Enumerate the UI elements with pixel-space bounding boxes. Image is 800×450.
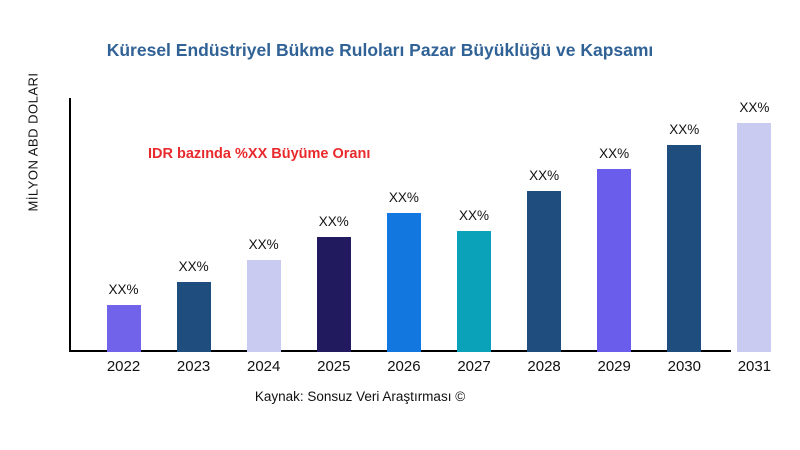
bar-2031 — [737, 123, 772, 352]
bar-value-label: XX% — [318, 214, 349, 229]
bar-2026 — [386, 213, 421, 352]
x-tick-label: 2025 — [317, 358, 351, 375]
x-tick-label: 2031 — [737, 358, 772, 375]
bar-2030 — [667, 145, 702, 352]
bar-value-label: XX% — [739, 100, 770, 115]
x-tick-label: 2023 — [176, 358, 211, 375]
plot-area: XX% 2022 XX% 2023 XX% 2024 XX% 2025 XX% 2026 XX% 20… — [70, 98, 785, 375]
bar-value-label: XX% — [178, 259, 209, 274]
growth-rate-annotation: IDR bazında %XX Büyüme Oranı — [148, 146, 371, 162]
bar-2022 — [106, 305, 141, 352]
bar-2023 — [176, 282, 211, 352]
bar-2029 — [597, 169, 632, 352]
y-axis-label: MİLYON ABD DOLARI — [25, 72, 41, 212]
chart-title: Küresel Endüstriyel Bükme Ruloları Pazar… — [106, 40, 654, 60]
source-caption: Kaynak: Sonsuz Veri Araştırması © — [254, 389, 466, 404]
x-tick-label: 2026 — [387, 358, 421, 375]
bar-value-label: XX% — [458, 208, 489, 223]
x-tick-label: 2022 — [106, 358, 141, 375]
bar-value-label: XX% — [599, 146, 630, 161]
x-tick-label: 2028 — [527, 358, 561, 375]
bar-2024 — [246, 260, 281, 352]
bar-2027 — [457, 231, 491, 352]
x-tick-label: 2024 — [247, 358, 281, 375]
bar-value-label: XX% — [529, 168, 560, 183]
x-tick-label: 2029 — [597, 358, 631, 375]
bar-value-label: XX% — [388, 190, 419, 205]
bar-value-label: XX% — [108, 282, 139, 297]
bar-value-label: XX% — [669, 122, 700, 137]
y-axis-line — [69, 98, 71, 352]
bar-2025 — [316, 237, 351, 352]
x-tick-label: 2027 — [457, 358, 491, 375]
x-tick-label: 2030 — [667, 358, 701, 375]
bar-value-label: XX% — [248, 237, 279, 252]
bar-2028 — [527, 191, 562, 352]
